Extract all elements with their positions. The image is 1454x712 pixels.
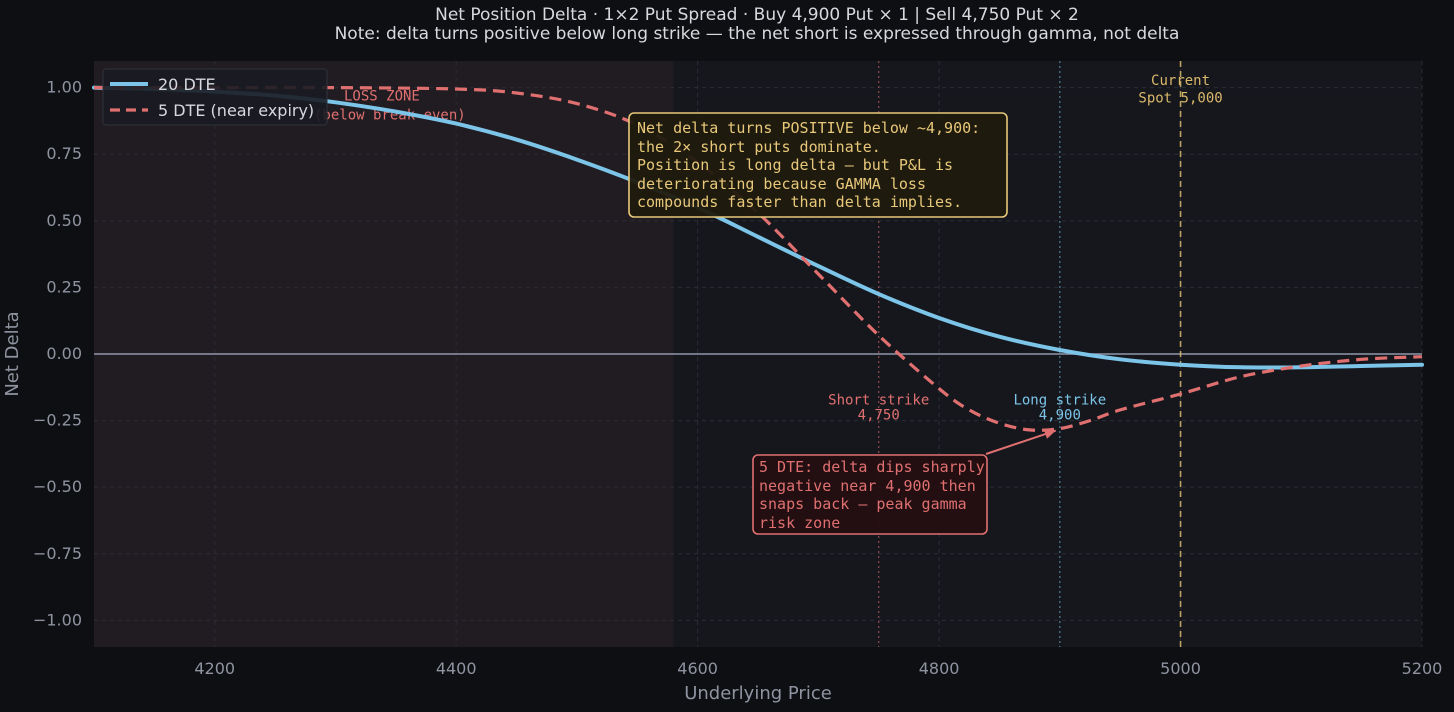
chart-subtitle: Note: delta turns positive below long st… bbox=[335, 24, 1180, 44]
x-tick-label: 5200 bbox=[1402, 659, 1443, 678]
x-tick-label: 4400 bbox=[436, 659, 477, 678]
y-tick-label: 0.50 bbox=[46, 211, 82, 230]
positive-delta-annotation-line: Net delta turns POSITIVE below ~4,900: bbox=[637, 119, 980, 137]
legend: 20 DTE 5 DTE (near expiry) bbox=[102, 68, 328, 126]
positive-delta-annotation-line: Position is long delta — but P&L is bbox=[637, 156, 953, 174]
series-line-5-dte bbox=[94, 85, 1423, 432]
gamma-annotation-box bbox=[752, 454, 988, 535]
legend-box bbox=[102, 68, 328, 126]
y-tick-label: −0.25 bbox=[33, 411, 82, 430]
x-tick-label: 4600 bbox=[677, 659, 718, 678]
gamma-annotation-line: snaps back — peak gamma bbox=[759, 495, 967, 513]
short-strike-label: Short strike bbox=[828, 393, 929, 409]
legend-label-5-dte: 5 DTE (near expiry) bbox=[158, 101, 314, 120]
x-tick-label: 4200 bbox=[194, 659, 235, 678]
legend-label-20-dte: 20 DTE bbox=[158, 75, 216, 94]
gamma-annotation-arrowhead bbox=[1043, 429, 1056, 439]
chart-title: Net Position Delta · 1×2 Put Spread · Bu… bbox=[435, 5, 1079, 25]
y-tick-label: 1.00 bbox=[46, 78, 82, 97]
y-tick-label: −0.50 bbox=[33, 477, 82, 496]
gamma-annotation-line: 5 DTE: delta dips sharply bbox=[759, 458, 985, 476]
y-tick-label: −0.75 bbox=[33, 544, 82, 563]
positive-delta-annotation-line: the 2× short puts dominate. bbox=[637, 138, 881, 156]
gamma-annotation-arrow bbox=[985, 429, 1057, 455]
y-tick-label: 0.75 bbox=[46, 144, 82, 163]
x-tick-label: 5000 bbox=[1160, 659, 1201, 678]
loss-zone-sublabel: (below break-even) bbox=[314, 108, 466, 124]
positive-delta-annotation-line: compounds faster than delta implies. bbox=[637, 193, 962, 211]
gamma-annotation-line: risk zone bbox=[759, 514, 840, 532]
y-tick-label: 0.25 bbox=[46, 277, 82, 296]
reference-lines bbox=[878, 61, 1182, 647]
positive-delta-annotation-box bbox=[628, 112, 1008, 218]
y-axis-ticks: 1.00 0.75 0.50 0.25 0.00 −0.25 −0.50 −0.75 −1.00 bbox=[33, 78, 82, 630]
long-strike-value: 4,900 bbox=[1039, 407, 1081, 423]
x-axis-ticks: 4200 4400 4600 4800 5000 5200 bbox=[194, 659, 1442, 678]
spot-value: Spot 5,000 bbox=[1138, 90, 1222, 106]
x-axis-label: Underlying Price bbox=[684, 683, 832, 704]
x-tick-label: 4800 bbox=[919, 659, 960, 678]
y-tick-label: −1.00 bbox=[33, 610, 82, 629]
y-tick-label: 0.00 bbox=[46, 344, 82, 363]
short-strike-value: 4,750 bbox=[858, 407, 900, 423]
long-strike-label: Long strike bbox=[1013, 393, 1106, 409]
spot-label: Current bbox=[1151, 73, 1210, 89]
loss-zone-label: LOSS ZONE bbox=[344, 89, 420, 105]
y-axis-label: Net Delta bbox=[2, 311, 23, 396]
gamma-annotation-line: negative near 4,900 then bbox=[759, 477, 976, 495]
positive-delta-annotation-line: deteriorating because GAMMA loss bbox=[637, 175, 926, 193]
